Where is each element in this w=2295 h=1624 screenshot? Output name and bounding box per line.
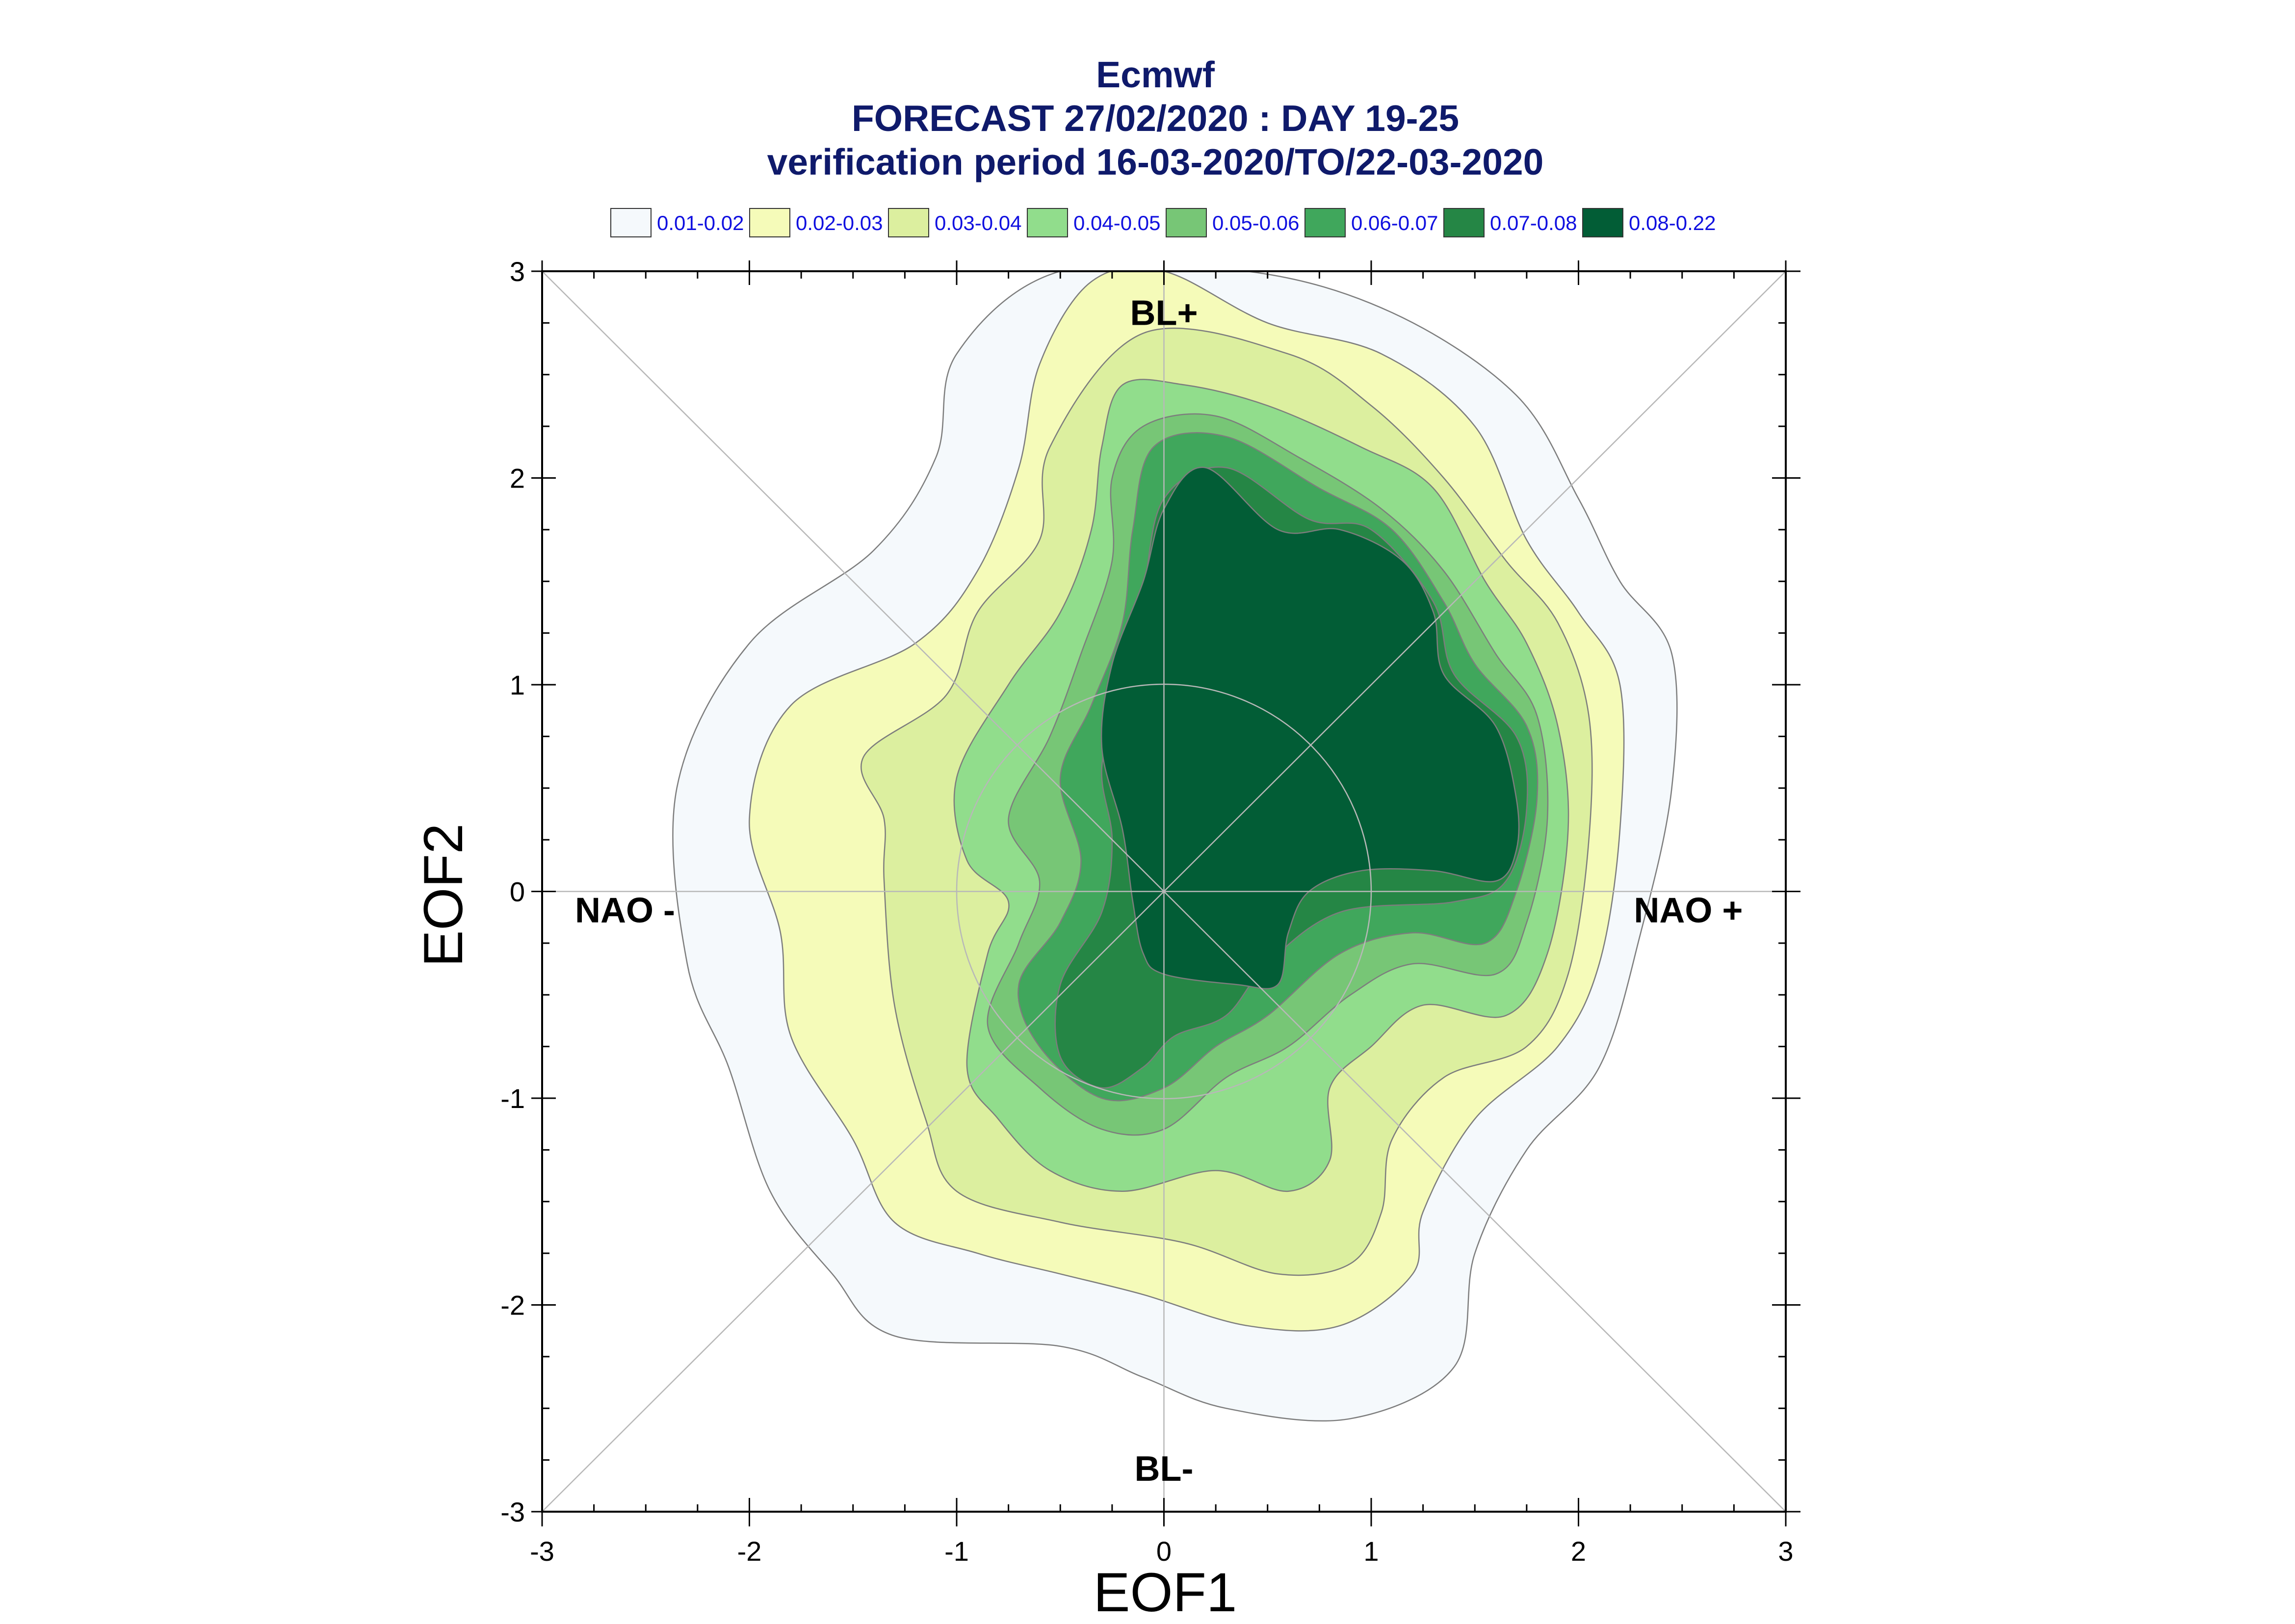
x-tick-label: -1 [944,1536,969,1567]
y-tick-label: 2 [510,463,525,494]
legend-swatch-2 [888,208,929,237]
legend-label-3: 0.04-0.05 [1073,211,1160,234]
title-line-2: FORECAST 27/02/2020 : DAY 19-25 [852,98,1459,139]
region-label-bl-plus: BL+ [1130,294,1198,333]
unit-circle [956,683,1372,1100]
y-tick-label: 3 [510,256,525,287]
legend-label-0: 0.01-0.02 [657,211,744,234]
y-tick-label: -2 [500,1290,525,1321]
y-tick-label: 0 [510,876,525,907]
legend-swatch-1 [749,208,790,237]
x-tick-label: 1 [1363,1536,1379,1567]
legend-swatch-6 [1443,208,1485,237]
legend-swatch-4 [1166,208,1207,237]
eof-guides [542,271,1786,1512]
legend-swatch-5 [1304,208,1346,237]
legend-label-1: 0.02-0.03 [796,211,883,234]
x-tick-label: -3 [530,1536,554,1567]
x-tick-label: 2 [1571,1536,1586,1567]
title-line-1: Ecmwf [1096,54,1215,95]
x-tick-label: 0 [1156,1536,1172,1567]
region-label-nao-minus: NAO - [575,891,675,930]
region-label-bl-minus: BL- [1135,1449,1194,1489]
y-tick-label: 1 [510,670,525,700]
y-tick-label: -1 [500,1083,525,1114]
color-legend: 0.01-0.02 0.02-0.03 0.03-0.04 0.04-0.05 0.05… [610,208,1716,237]
legend-swatch-0 [610,208,652,237]
chart-title: Ecmwf FORECAST 27/02/2020 : DAY 19-25 ve… [767,54,1544,182]
legend-label-4: 0.05-0.06 [1212,211,1299,234]
x-tick-label: 3 [1778,1536,1793,1567]
legend-label-6: 0.07-0.08 [1490,211,1577,234]
regime-labels: BL+ BL- NAO - NAO + [575,294,1743,1489]
legend-label-7: 0.08-0.22 [1629,211,1716,234]
region-label-nao-plus: NAO + [1634,891,1743,930]
title-line-3: verification period 16-03-2020/TO/22-03-… [767,141,1544,182]
legend-label-5: 0.06-0.07 [1351,211,1438,234]
axes: -3 -2 -1 0 1 2 3 -3 -2 -1 0 1 2 3 [500,256,1800,1567]
legend-swatch-3 [1027,208,1068,237]
x-axis-title: EOF1 [1094,1562,1237,1623]
y-axis-title: EOF2 [413,824,474,967]
y-tick-label: -3 [500,1496,525,1527]
legend-label-2: 0.03-0.04 [935,211,1021,234]
contour-0.08-0.22 [1100,466,1520,990]
density-contours [672,271,1678,1422]
legend-swatch-7 [1582,208,1623,237]
x-tick-label: -2 [737,1536,762,1567]
